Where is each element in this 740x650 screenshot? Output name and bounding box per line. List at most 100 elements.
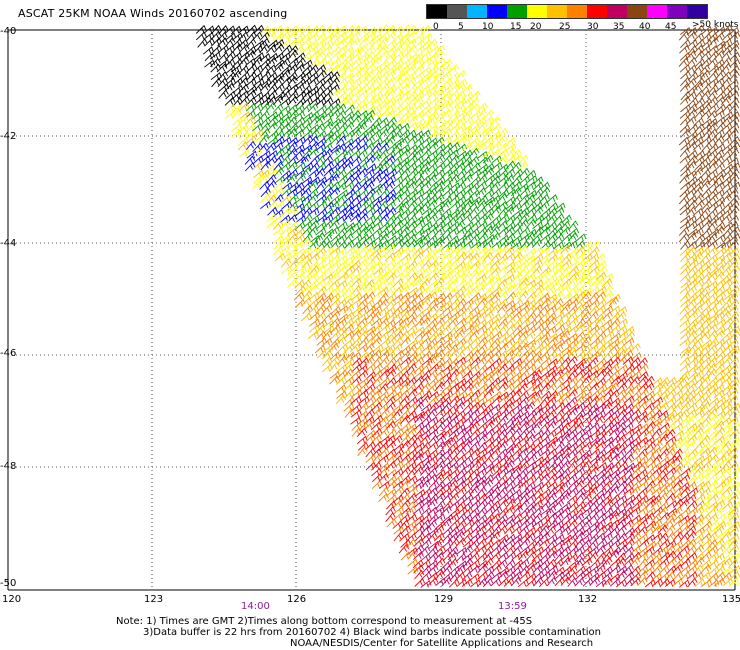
wind-barb	[692, 538, 704, 547]
wind-barb	[386, 143, 398, 152]
wind-barb	[370, 349, 382, 359]
wind-barb	[630, 356, 641, 366]
wind-barb	[603, 388, 614, 398]
wind-barb	[616, 325, 628, 334]
wind-barb	[680, 330, 691, 340]
wind-barb	[357, 135, 369, 145]
wind-barb	[707, 260, 718, 270]
wind-barb	[434, 408, 446, 417]
wind-barb	[713, 552, 725, 562]
wind-barb	[336, 116, 347, 126]
wind-barb	[279, 31, 291, 41]
wind-barb	[713, 135, 725, 145]
legend-swatch	[587, 5, 607, 18]
wind-barb	[693, 32, 705, 42]
wind-barb	[421, 252, 433, 262]
wind-barb	[413, 136, 425, 145]
wind-barb	[357, 258, 368, 268]
wind-barb	[574, 531, 586, 541]
wind-barb	[301, 246, 313, 256]
wind-barb	[463, 102, 475, 112]
wind-barb	[433, 102, 445, 112]
wind-barb	[617, 441, 628, 451]
wind-barb	[393, 428, 404, 438]
wind-barb	[469, 485, 480, 496]
wind-barb	[497, 363, 508, 373]
wind-barb	[504, 474, 515, 484]
wind-barb	[560, 272, 571, 282]
wind-barb	[316, 259, 327, 268]
wind-barb	[475, 525, 487, 534]
wind-barb	[700, 239, 712, 249]
wind-barb	[519, 212, 530, 222]
wind-barb	[560, 356, 572, 366]
wind-barb	[629, 376, 641, 386]
wind-barb	[365, 454, 377, 463]
wind-barb	[315, 265, 326, 275]
wind-barb	[575, 291, 586, 300]
wind-barb	[665, 382, 677, 392]
wind-barb	[525, 349, 537, 359]
wind-barb	[575, 492, 586, 502]
wind-barb	[385, 440, 397, 450]
legend-label: 40	[639, 22, 651, 32]
wind-barb	[559, 506, 571, 516]
wind-barb	[420, 394, 431, 405]
wind-barb	[713, 506, 725, 517]
wind-barb	[350, 77, 362, 86]
wind-barb	[503, 382, 515, 392]
wind-barb	[364, 252, 375, 263]
wind-barb	[678, 57, 690, 67]
wind-barb	[475, 544, 487, 554]
wind-barb	[435, 304, 447, 313]
wind-barb	[357, 369, 369, 379]
wind-barb	[722, 233, 734, 243]
wind-barb	[469, 448, 481, 457]
wind-barb	[525, 265, 537, 275]
wind-barb	[589, 330, 600, 340]
wind-barb	[483, 162, 495, 172]
wind-barb	[533, 487, 544, 497]
wind-barb	[301, 116, 313, 126]
wind-barb	[267, 89, 278, 100]
wind-barb	[295, 31, 306, 42]
wind-barb	[602, 273, 614, 282]
wind-barb	[623, 467, 635, 477]
wind-barb	[399, 161, 410, 171]
wind-barb	[365, 447, 376, 458]
wind-barb	[680, 486, 691, 496]
wind-barb	[608, 382, 619, 392]
wind-barb	[665, 428, 676, 439]
wind-barb	[490, 447, 501, 457]
wind-barb	[643, 382, 655, 392]
wind-barb	[378, 260, 390, 269]
wind-barb	[231, 52, 243, 61]
wind-barb	[694, 97, 706, 107]
wind-barb	[602, 325, 613, 334]
wind-barb	[413, 466, 424, 476]
wind-barb	[385, 39, 397, 48]
wind-barb	[679, 202, 691, 211]
wind-barb	[727, 446, 739, 456]
wind-barb	[441, 415, 453, 425]
wind-barb	[392, 63, 403, 74]
wind-barb	[568, 220, 579, 230]
wind-barb	[427, 89, 439, 99]
wind-barb	[216, 63, 228, 73]
wind-barb	[364, 408, 375, 419]
wind-barb	[412, 194, 424, 203]
wind-barb	[371, 467, 383, 477]
note-line: 3)Data buffer is 22 hrs from 20160702 4)…	[143, 627, 601, 638]
map-title: ASCAT 25KM NOAA Winds 20160702 ascending	[18, 7, 288, 20]
wind-barb	[525, 519, 537, 528]
wind-barb	[434, 557, 446, 567]
wind-barb	[538, 200, 550, 210]
wind-barb	[512, 454, 524, 463]
wind-barb	[287, 63, 299, 73]
wind-barb	[715, 121, 726, 132]
wind-barb	[714, 427, 726, 437]
wind-barb	[351, 233, 363, 242]
wind-barb	[392, 474, 404, 484]
wind-barb	[545, 325, 557, 334]
wind-barb	[301, 194, 313, 203]
